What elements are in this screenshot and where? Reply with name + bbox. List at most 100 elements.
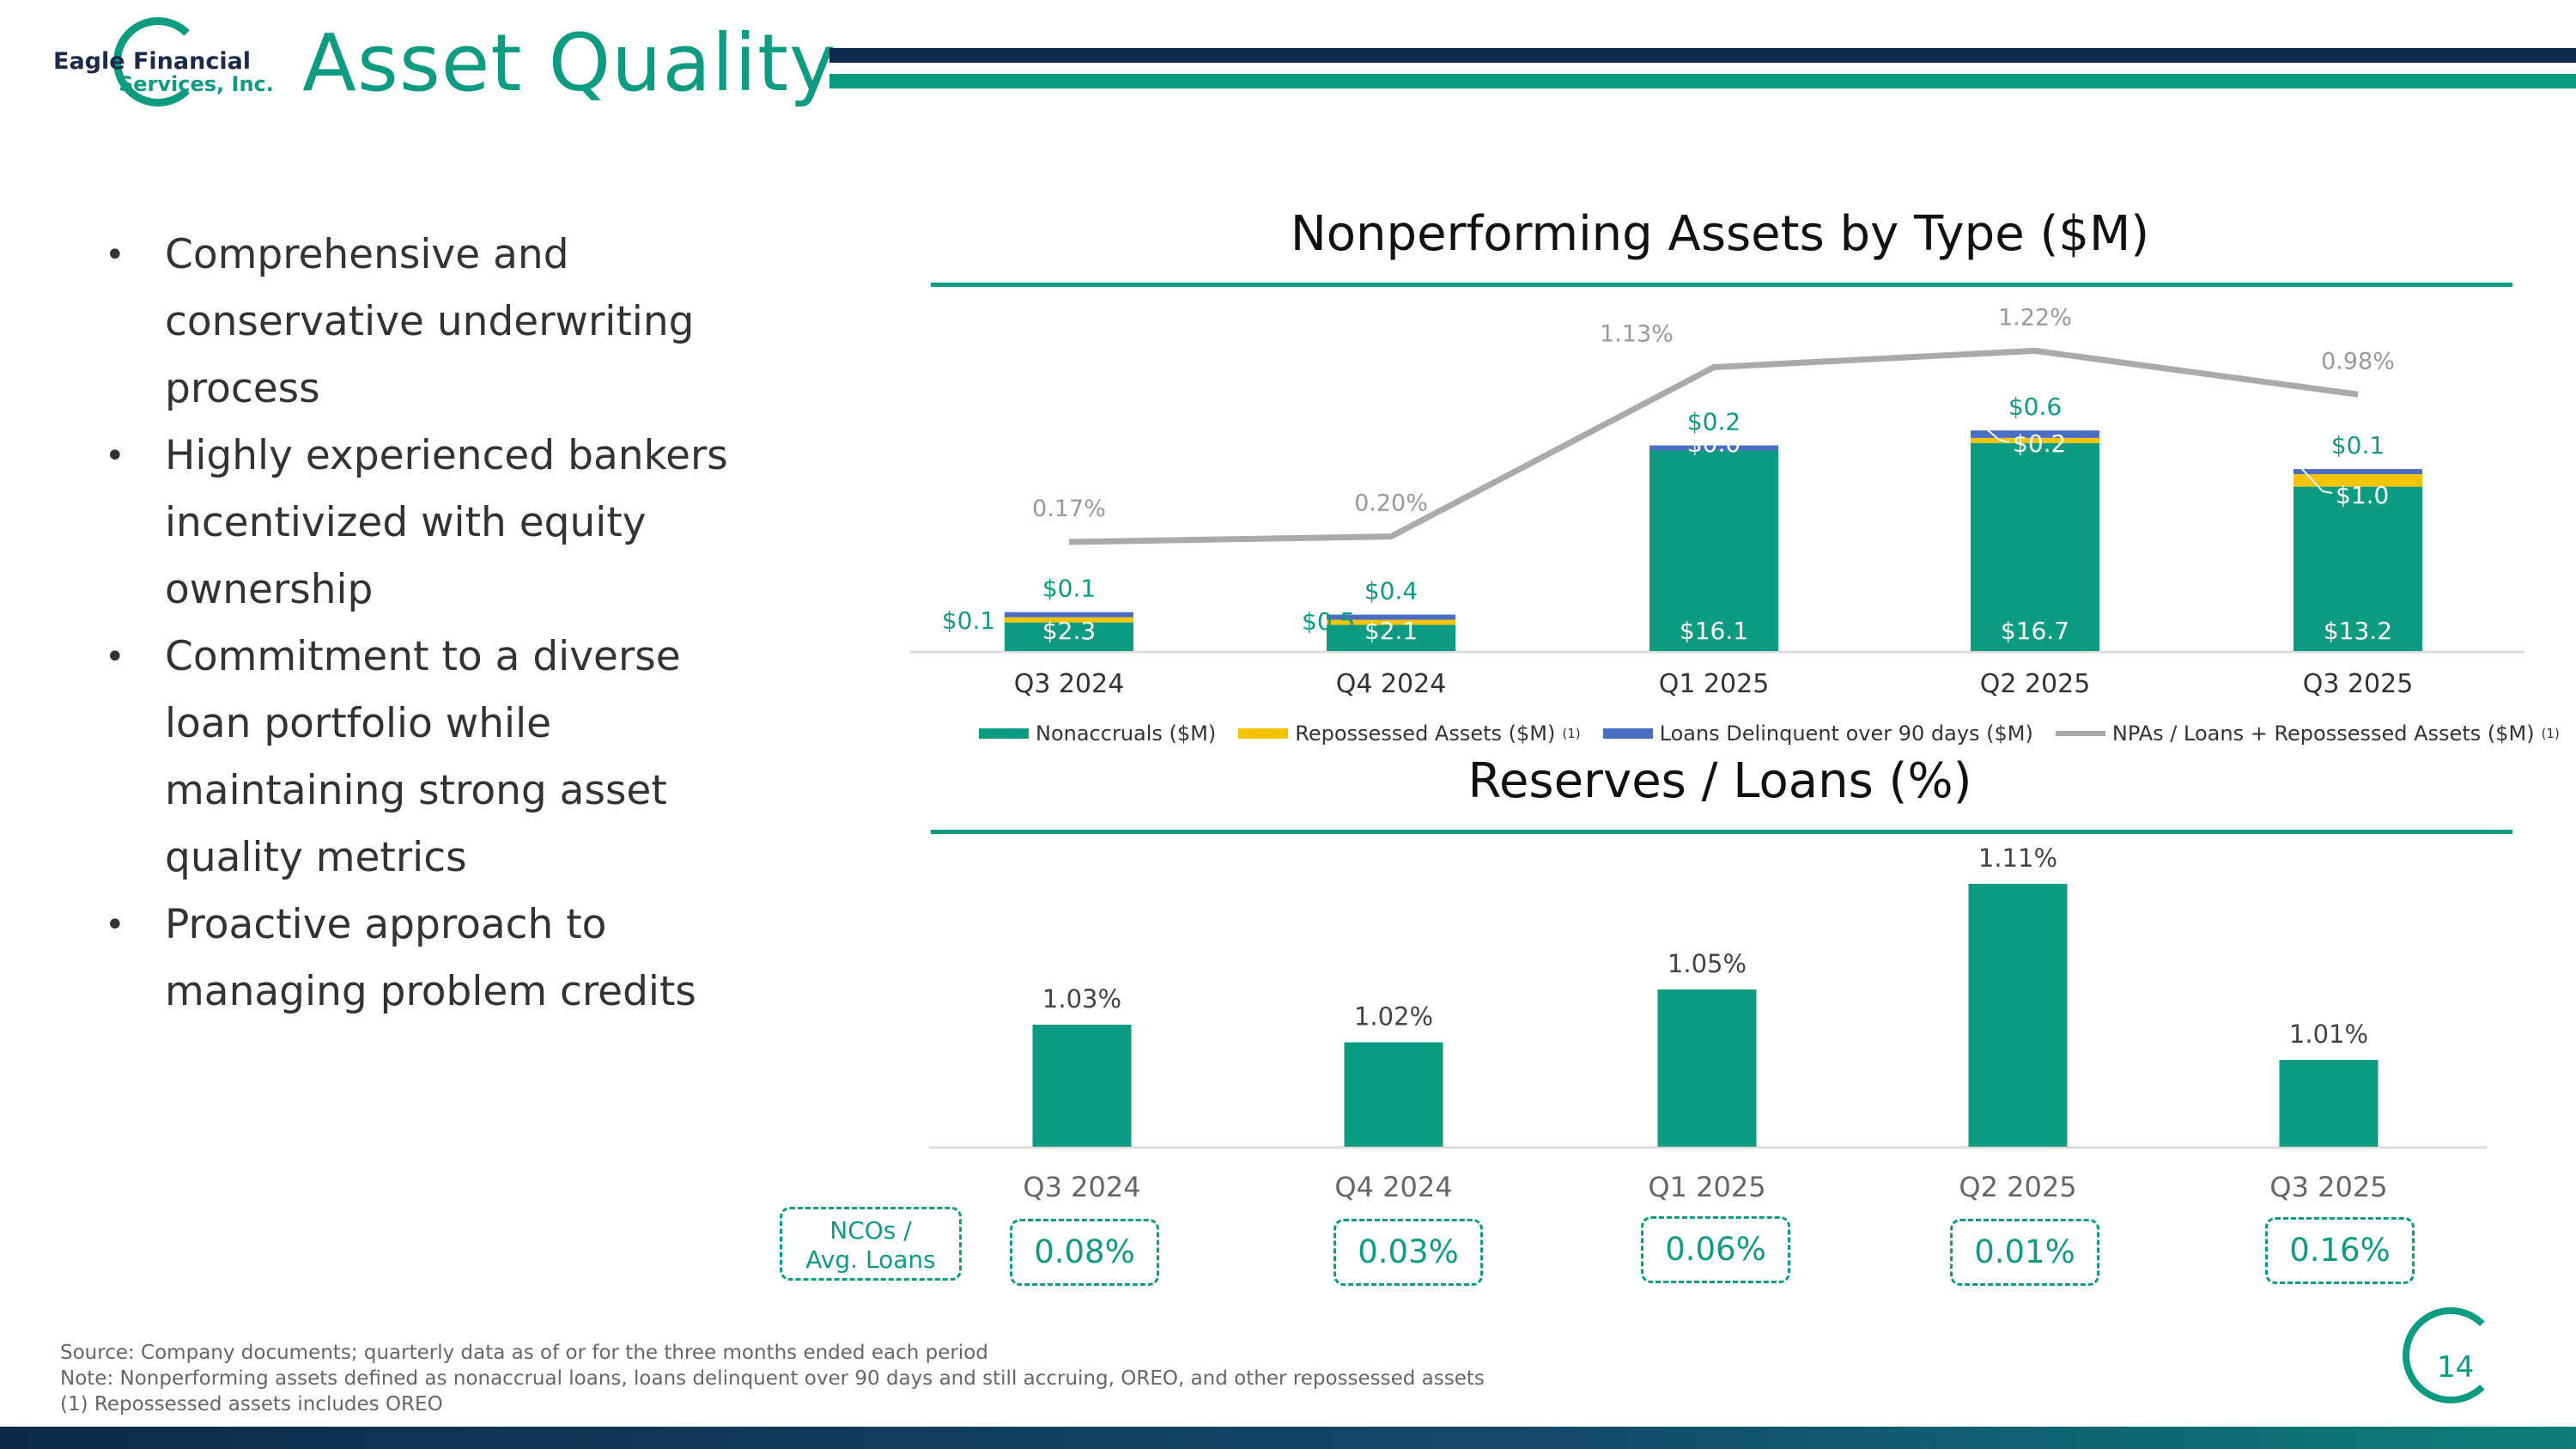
npa-category-label-q3-2024: Q3 2024 [1014,669,1125,699]
nco-value-q2-2025: 0.01% [1950,1219,2099,1286]
npa-bar-delinquent-q3-2025 [2293,469,2422,475]
legend-item-repossessed: Repossessed Assets ($M) (1) [1238,721,1581,746]
footer-footnote: (1) Repossessed assets includes OREO [60,1393,443,1416]
bullet-dot-icon: • [105,905,125,945]
bullet-item: • Highly experienced bankers incentivized… [101,423,780,624]
npa-bar-nonaccruals-q3-2024 [1005,622,1133,651]
legend-item-delinquent: Loans Delinquent over 90 days ($M) [1602,721,2033,746]
reserves-chart-rule [931,830,2512,834]
bullet-dot-icon: • [105,637,125,677]
bullet-dot-icon: • [105,436,125,476]
npa-bar-nonaccruals-q3-2025 [2293,486,2422,651]
npa-label-delinquent-q2-2025: $0.6 [2008,393,2062,421]
npa-label-repossessed-q2-2025: $0.2 [2013,429,2066,458]
reserves-category-label-q4-2024: Q4 2024 [1334,1171,1452,1203]
npa-label-repossessed-q1-2025: $0.0 [1687,429,1741,458]
reserves-bar-q1-2025 [1657,989,1757,1147]
npa-category-label-q1-2025: Q1 2025 [1659,669,1770,699]
npa-label-nonaccruals-q4-2024: $2.1 [1364,617,1418,645]
bullet-item: • Commitment to a diverse loan portfolio … [101,624,780,892]
npa-label-repossessed-q3-2024: $0.1 [942,606,995,635]
npa-bar-delinquent-q4-2024 [1327,614,1455,620]
logo-ring-icon [113,17,203,107]
npa-category-label-q2-2025: Q2 2025 [1980,669,2091,699]
nco-value-q3-2024: 0.08% [1010,1219,1159,1286]
npa-bar-delinquent-q1-2025 [1649,445,1778,451]
npa-bar-repossessed-q3-2024 [1005,617,1133,623]
bullet-item: • Comprehensive and conservative underwri… [101,222,780,423]
nco-label-box: NCOs / Avg. Loans [780,1207,962,1281]
nco-value-q3-2025: 0.16% [2265,1217,2415,1284]
reserves-value-label-q3-2024: 1.03% [1042,984,1121,1014]
footer-note: Note: Nonperforming assets defined as no… [60,1367,1485,1390]
reserves-category-label-q2-2025: Q2 2025 [1959,1171,2076,1203]
reserves-category-label-q1-2025: Q1 2025 [1648,1171,1765,1203]
npa-ratio-line [1068,347,2359,545]
page-number: 14 [2437,1350,2475,1385]
npa-ratio-label-q2-2025: 1.22% [1998,304,2072,331]
reserves-category-label-q3-2024: Q3 2024 [1023,1171,1140,1203]
legend-label-delinquent: Loans Delinquent over 90 days ($M) [1659,721,2033,746]
reserves-value-label-q1-2025: 1.05% [1668,949,1747,978]
logo-text-line1: Eagle Financial [53,48,252,75]
reserves-value-label-q4-2024: 1.02% [1354,1002,1433,1032]
npa-ratio-label-q4-2024: 0.20% [1354,490,1428,517]
npa-bar-repossessed-q3-2025 [2293,474,2422,487]
npa-bar-repossessed-q2-2025 [1971,437,2099,443]
legend-swatch-nonaccruals [979,728,1029,739]
nco-label-line2: Avg. Loans [805,1245,936,1274]
legend-footnote-repossessed: (1) [1562,726,1581,741]
bullet-text: Comprehensive and conservative underwrit… [165,231,695,412]
reserves-chart: 1.03% Q3 2024 1.02% Q4 2024 1.05% Q1 2025 1.11… [929,843,2487,1203]
npa-bar-nonaccruals-q4-2024 [1327,624,1455,651]
npa-label-delinquent-q3-2024: $0.1 [1042,575,1096,603]
legend-label-nonaccruals: Nonaccruals ($M) [1036,721,1217,746]
header-rule-teal [829,74,2576,88]
reserves-bar-q3-2025 [2279,1060,2379,1147]
bullet-text: Commitment to a diverse loan portfolio w… [165,633,681,881]
legend-item-nonaccruals: Nonaccruals ($M) [979,721,1216,746]
legend-swatch-repossessed [1238,728,1289,739]
npa-label-repossessed-q3-2025: $1.0 [2336,481,2389,509]
npa-label-nonaccruals-q2-2025: $16.7 [2001,617,2069,645]
npa-leader-q3-2025 [2300,467,2333,494]
npa-chart: $2.3 $0.1 Q3 2024 $2.1 $0.4 Q4 2024 $16.1 $0.2 Q… [910,304,2524,699]
nco-label-line1: NCOs / [829,1216,912,1245]
reserves-value-label-q3-2025: 1.01% [2289,1020,2368,1049]
reserves-bar-q4-2024 [1344,1042,1443,1147]
reserves-value-label-q2-2025: 1.11% [1978,843,2057,873]
npa-bar-delinquent-q3-2024 [1005,612,1133,618]
bullet-text: Highly experienced bankers incentivized … [165,432,728,613]
bullet-item: • Proactive approach to managing problem … [101,892,780,1026]
logo-text-line2: Services, Inc. [118,72,274,96]
legend-footnote-npa-ratio: (1) [2541,726,2560,741]
bottom-bar [0,1427,2576,1449]
page-number-ring-icon [2403,1307,2499,1403]
header-rule-navy [829,48,2576,63]
reserves-chart-title: Reserves / Loans (%) [1467,753,1972,809]
npa-label-nonaccruals-q1-2025: $16.1 [1680,617,1748,645]
npa-category-label-q4-2024: Q4 2024 [1336,669,1447,699]
npa-label-repossessed-q4-2024: $0.5 [1302,607,1355,636]
npa-ratio-label-q3-2024: 0.17% [1032,496,1106,522]
bullet-text: Proactive approach to managing problem c… [165,901,696,1015]
npa-ratio-label-q1-2025: 1.13% [1600,320,1674,347]
npa-bar-nonaccruals-q1-2025 [1649,450,1778,651]
legend-label-npa-ratio: NPAs / Loans + Repossessed Assets ($M) [2111,721,2535,746]
npa-ratio-label-q3-2025: 0.98% [2321,348,2395,374]
legend-swatch-npa-ratio [2055,731,2105,736]
npa-chart-rule [931,283,2512,287]
npa-leader-q2-2025 [1978,422,2010,443]
npa-bar-nonaccruals-q2-2025 [1971,442,2099,651]
nco-value-q4-2024: 0.03% [1334,1219,1483,1286]
npa-label-nonaccruals-q3-2024: $2.3 [1042,617,1096,645]
bullet-dot-icon: • [105,235,125,275]
nco-value-q1-2025: 0.06% [1641,1216,1790,1283]
npa-label-delinquent-q1-2025: $0.2 [1687,408,1741,436]
bullet-list: • Comprehensive and conservative underwri… [101,222,780,1026]
legend-swatch-delinquent [1602,728,1653,739]
reserves-bar-q2-2025 [1968,884,2068,1147]
npa-legend: Nonaccruals ($M) Repossessed Assets ($M)… [979,721,2560,746]
npa-bar-delinquent-q2-2025 [1971,430,2099,438]
npa-label-delinquent-q3-2025: $0.1 [2331,431,2385,460]
